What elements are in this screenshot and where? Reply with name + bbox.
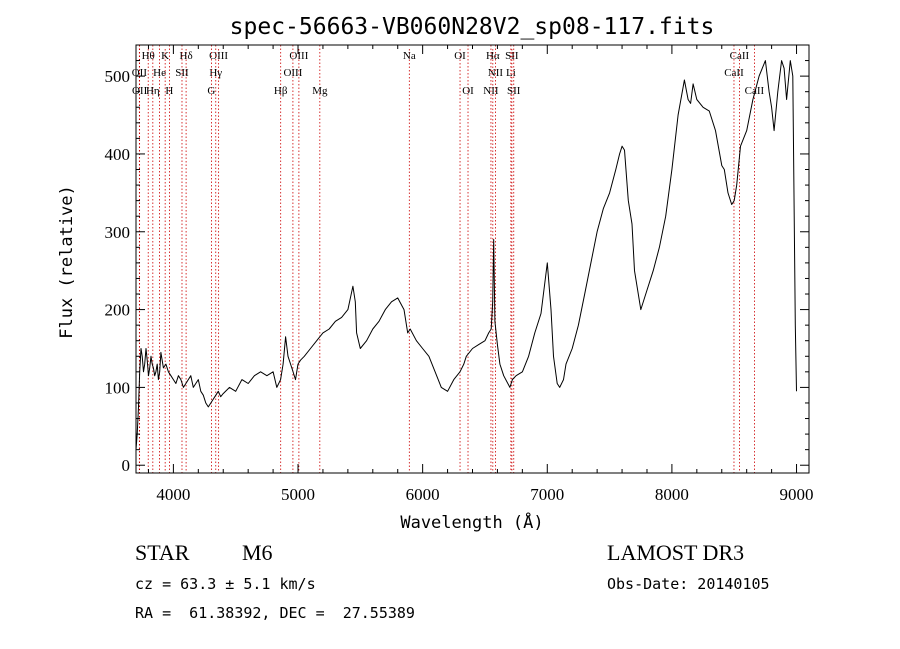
line-label: H (165, 85, 173, 97)
line-label: OI (454, 50, 466, 62)
y-tick-label: 400 (105, 145, 131, 164)
line-label: CaII (730, 50, 750, 62)
flux-series-group (135, 60, 797, 450)
observation-date: Obs-Date: 20140105 (607, 575, 770, 593)
line-label: Hθ (142, 50, 155, 62)
y-tick-label: 200 (105, 301, 131, 320)
chart-title: spec-56663-VB060N28V2_sp08-117.fits (230, 14, 715, 40)
flux-series-line-0 (135, 60, 797, 450)
line-label: SII (507, 85, 521, 97)
survey-name: LAMOST DR3 (607, 540, 745, 565)
plot-frame (135, 44, 810, 474)
x-tick-label: 7000 (530, 485, 564, 504)
y-tick-label: 100 (105, 378, 131, 397)
line-label: OIII (289, 50, 308, 62)
line-label: G (207, 85, 215, 97)
y-axis-label: Flux (relative) (57, 185, 77, 339)
line-label: NII (488, 67, 504, 79)
object-subclass: M6 (242, 540, 273, 565)
line-label: K (161, 50, 169, 62)
x-tick-label: 8000 (655, 485, 689, 504)
x-axis-label: Wavelength (Å) (400, 511, 543, 533)
x-tick-label: 5000 (281, 485, 315, 504)
redshift-velocity: cz = 63.3 ± 5.1 km/s (135, 575, 316, 593)
x-tick-label: 9000 (780, 485, 814, 504)
y-axis-ticks: 0 100 200 300 400 500 (105, 60, 809, 475)
line-label: Hδ (180, 50, 193, 62)
line-label: Hα (486, 50, 500, 62)
line-label: OIII (283, 67, 302, 79)
line-label: NII (483, 85, 499, 97)
line-label: Na (403, 50, 416, 62)
object-class: STAR (135, 540, 190, 565)
line-label: Li (506, 67, 516, 79)
line-label: Hγ (209, 67, 222, 79)
line-label: CaII (745, 85, 765, 97)
x-tick-label: 6000 (406, 485, 440, 504)
y-tick-label: 0 (122, 456, 131, 475)
line-label: Hη (146, 85, 160, 97)
line-label: He (153, 67, 166, 79)
line-label: OI (462, 85, 474, 97)
ra-dec-coordinates: RA = 61.38392, DEC = 27.55389 (135, 604, 415, 622)
line-label: CaII (724, 67, 744, 79)
line-label: SII (175, 67, 189, 79)
line-label: OIII (209, 50, 228, 62)
x-axis-ticks: 4000 5000 6000 7000 8000 9000 (147, 45, 814, 504)
x-tick-label: 4000 (156, 485, 190, 504)
line-label: SII (505, 50, 519, 62)
line-label: Mg (312, 85, 328, 97)
line-label: Hβ (274, 85, 288, 97)
y-tick-label: 500 (105, 67, 131, 86)
y-tick-label: 300 (105, 223, 131, 242)
